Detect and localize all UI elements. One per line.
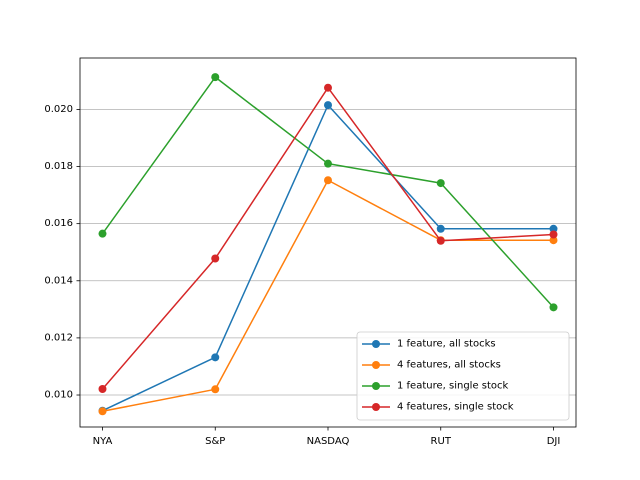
data-point [324,83,332,92]
legend-marker [372,403,380,411]
x-tick-label: RUT [431,436,452,447]
series-lines [98,73,558,416]
data-point [211,353,220,362]
data-point [324,159,332,168]
legend-label: 1 feature, all stocks [397,339,496,350]
axes: 0.010 0.012 0.014 0.016 0.018 0.020 NYA S&P NASD… [44,104,560,447]
data-point [549,224,558,233]
data-point [211,385,220,394]
legend-item: 4 features, all stocks [362,360,501,371]
data-point [436,179,445,188]
data-point [211,254,220,263]
legend-item: 4 features, single stock [362,402,514,413]
legend-label: 4 features, all stocks [397,360,501,371]
legend-marker [372,361,380,369]
data-point [98,407,107,416]
y-tick-label: 0.010 [44,390,73,401]
x-tick-label: DJI [547,436,561,447]
legend-box [356,331,570,421]
legend-label: 1 feature, single stock [397,381,509,392]
series-group [98,73,558,312]
y-tick-label: 0.014 [44,275,73,286]
series-line [101,76,555,308]
legend-item: 1 feature, all stocks [362,339,496,350]
legend: 1 feature, all stocks 4 features, all sto… [356,331,570,421]
data-point [549,303,558,312]
data-point [436,236,445,245]
legend-marker [372,340,380,348]
legend-label: 4 features, single stock [397,402,514,413]
y-tick-label: 0.020 [44,104,73,115]
data-point [98,229,107,238]
data-point [436,224,445,233]
y-tick-label: 0.018 [44,161,73,172]
data-point [549,236,558,245]
x-tick-label: NYA [93,436,113,447]
legend-item: 1 feature, single stock [362,381,509,392]
series-group [98,83,558,394]
legend-marker [372,382,380,390]
data-point [549,230,558,239]
data-point [324,176,332,185]
series-group [98,101,558,415]
data-point [98,385,107,394]
data-point [324,101,332,110]
y-tick-label: 0.016 [44,218,73,229]
data-point [211,73,220,82]
x-tick-label: NASDAQ [307,436,350,447]
x-tick-label: S&P [205,436,225,447]
y-tick-label: 0.012 [44,332,73,343]
